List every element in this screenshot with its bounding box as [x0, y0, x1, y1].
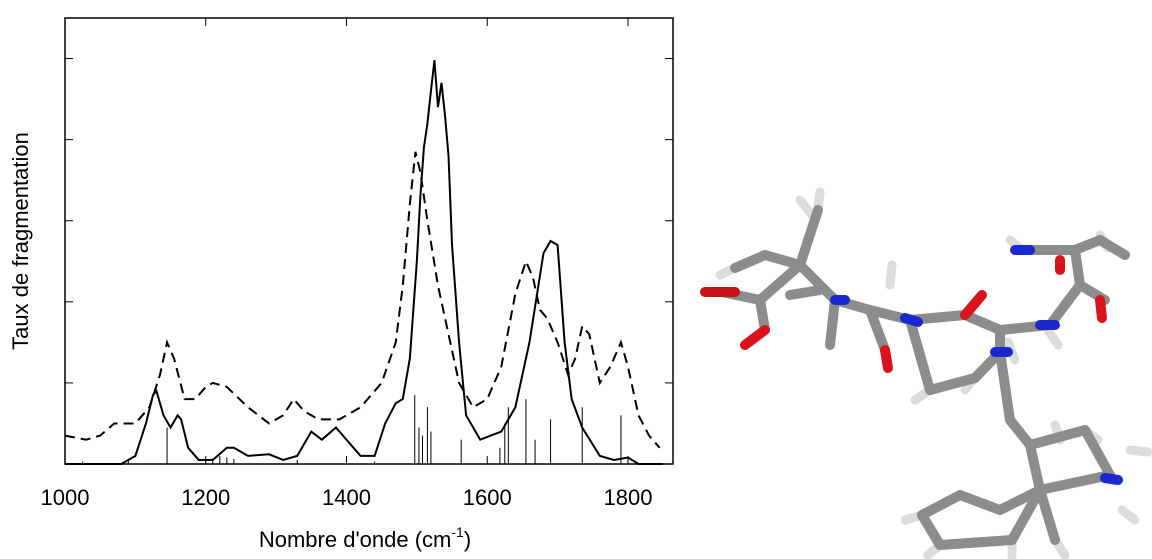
x-tick-label: 1400 — [322, 485, 371, 510]
x-tick-label: 1600 — [463, 485, 512, 510]
series-line — [64, 151, 661, 449]
x-tick-label: 1800 — [603, 485, 652, 510]
molecule — [700, 187, 1152, 559]
x-axis-label-text: Nombre d'onde (cm — [259, 527, 452, 552]
x-axis-label: Nombre d'onde (cm-1) — [259, 524, 471, 552]
x-tick-label: 1200 — [181, 485, 230, 510]
plot-frame — [64, 17, 674, 465]
x-axis-label-end: ) — [464, 527, 471, 552]
y-axis-label: Taux de fragmentation — [8, 132, 33, 350]
x-axis-label-sup: -1 — [451, 524, 464, 540]
plot-area: 1000 1200 1400 1600 1800 — [41, 17, 674, 510]
series-line — [65, 60, 664, 465]
x-tick-label: 1000 — [41, 485, 90, 510]
